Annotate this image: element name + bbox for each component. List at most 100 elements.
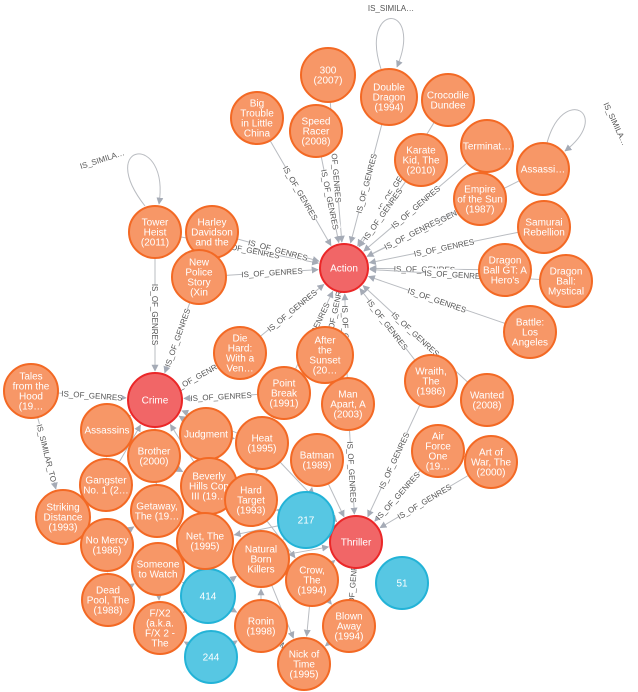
relationship-edge[interactable] bbox=[175, 465, 184, 473]
relationship-edge[interactable]: IS_OF_GENRES bbox=[150, 258, 160, 372]
relationship-edge[interactable]: IS_OF_GENRES bbox=[162, 302, 193, 374]
node-circle bbox=[79, 458, 133, 512]
node-label: Rebellion bbox=[523, 228, 565, 239]
genre-node[interactable]: Thriller bbox=[329, 515, 383, 569]
movie-node[interactable]: Wraith,The(1986) bbox=[404, 354, 458, 408]
node-label: 300 bbox=[320, 66, 337, 77]
relationship-edge[interactable]: IS_OF_GENRES bbox=[183, 389, 259, 403]
relationship-edge[interactable]: IS_OF_GENRES bbox=[57, 388, 127, 403]
movie-node[interactable]: Judgment bbox=[179, 407, 233, 461]
user-node[interactable]: 217 bbox=[277, 491, 335, 549]
movie-node[interactable]: 300(2007) bbox=[300, 47, 356, 103]
relationship-edge[interactable] bbox=[126, 526, 135, 534]
edge-label-bg bbox=[151, 284, 160, 345]
relationship-edge[interactable]: IS_OF_GENRES bbox=[225, 265, 319, 280]
relationship-edge[interactable] bbox=[229, 575, 237, 583]
user-node[interactable]: 51 bbox=[375, 556, 429, 610]
movie-node[interactable]: AirForceOne(19… bbox=[411, 424, 465, 478]
movie-node[interactable]: Net, The(1995) bbox=[176, 512, 234, 570]
movie-node[interactable]: Heat(1995) bbox=[235, 416, 289, 470]
relationship-edge[interactable]: IS_OF_GENRES bbox=[345, 429, 359, 515]
node-label: Crocodile bbox=[427, 91, 470, 102]
movie-node[interactable]: AftertheSunset(20… bbox=[296, 326, 354, 384]
node-label: Air bbox=[432, 432, 445, 443]
genre-node[interactable]: Crime bbox=[127, 372, 183, 428]
node-label: Sunset bbox=[309, 356, 340, 367]
node-label: Wanted bbox=[470, 391, 504, 402]
genre-node[interactable]: Action bbox=[319, 243, 369, 293]
user-node[interactable]: 244 bbox=[184, 630, 238, 684]
relationship-edge[interactable] bbox=[178, 415, 187, 423]
self-loop-edge[interactable]: IS_SIMILA… bbox=[546, 101, 629, 152]
node-label: Assassins bbox=[84, 426, 129, 437]
movie-node[interactable]: Getaway,The (19… bbox=[130, 484, 184, 538]
node-circle bbox=[319, 243, 369, 293]
node-label: Striking bbox=[46, 503, 79, 514]
relationship-edge[interactable] bbox=[303, 605, 311, 637]
node-circle bbox=[230, 91, 284, 145]
movie-node[interactable]: Terminat… bbox=[460, 119, 514, 173]
relationship-edge[interactable]: IS_SIMILAR_TO bbox=[35, 417, 59, 490]
node-label: After bbox=[314, 336, 336, 347]
node-circle bbox=[80, 403, 134, 457]
movie-node[interactable]: Crow,The(1994) bbox=[285, 553, 339, 607]
relationship-edge[interactable]: IS_OF_GENRES bbox=[369, 266, 541, 282]
node-label: (1998) bbox=[247, 627, 276, 638]
node-label: III (19… bbox=[191, 492, 227, 503]
edge-label: IS_OF_GENRES bbox=[394, 265, 455, 275]
node-circle bbox=[421, 73, 475, 127]
user-node[interactable]: 414 bbox=[180, 568, 236, 624]
self-loop-edge[interactable]: IS_SIMILA… bbox=[79, 148, 164, 207]
node-label: (1987) bbox=[466, 205, 495, 216]
node-circle bbox=[516, 142, 570, 196]
movie-node[interactable]: Assassi… bbox=[516, 142, 570, 196]
node-circle bbox=[296, 326, 354, 384]
node-label: Action bbox=[330, 264, 358, 275]
movie-node[interactable]: Wanted(2008) bbox=[460, 373, 514, 427]
edge-label: IS_OF_GENRES bbox=[190, 391, 252, 403]
node-label: The bbox=[151, 639, 169, 650]
movie-node[interactable]: No Mercy(1986) bbox=[80, 518, 134, 572]
node-label: Brother bbox=[138, 447, 171, 458]
relationship-edge[interactable] bbox=[327, 483, 345, 518]
edge-line bbox=[229, 575, 237, 583]
self-loop-path bbox=[375, 18, 405, 70]
self-loop-edge[interactable]: IS_SIMILA… bbox=[368, 4, 414, 70]
node-label: 51 bbox=[396, 579, 408, 590]
movie-node[interactable]: F/X2(a.k.a.F/X 2 -The bbox=[133, 601, 187, 655]
movie-node[interactable]: Batman(1989) bbox=[290, 433, 344, 487]
movie-node[interactable]: Assassins bbox=[80, 403, 134, 457]
node-label: Beverly bbox=[192, 472, 225, 483]
node-label: Samurai bbox=[525, 218, 562, 229]
movie-node[interactable]: Brother(2000) bbox=[127, 429, 181, 483]
node-label: Tales bbox=[19, 372, 42, 383]
movie-node[interactable]: Ronin(1998) bbox=[234, 599, 288, 653]
